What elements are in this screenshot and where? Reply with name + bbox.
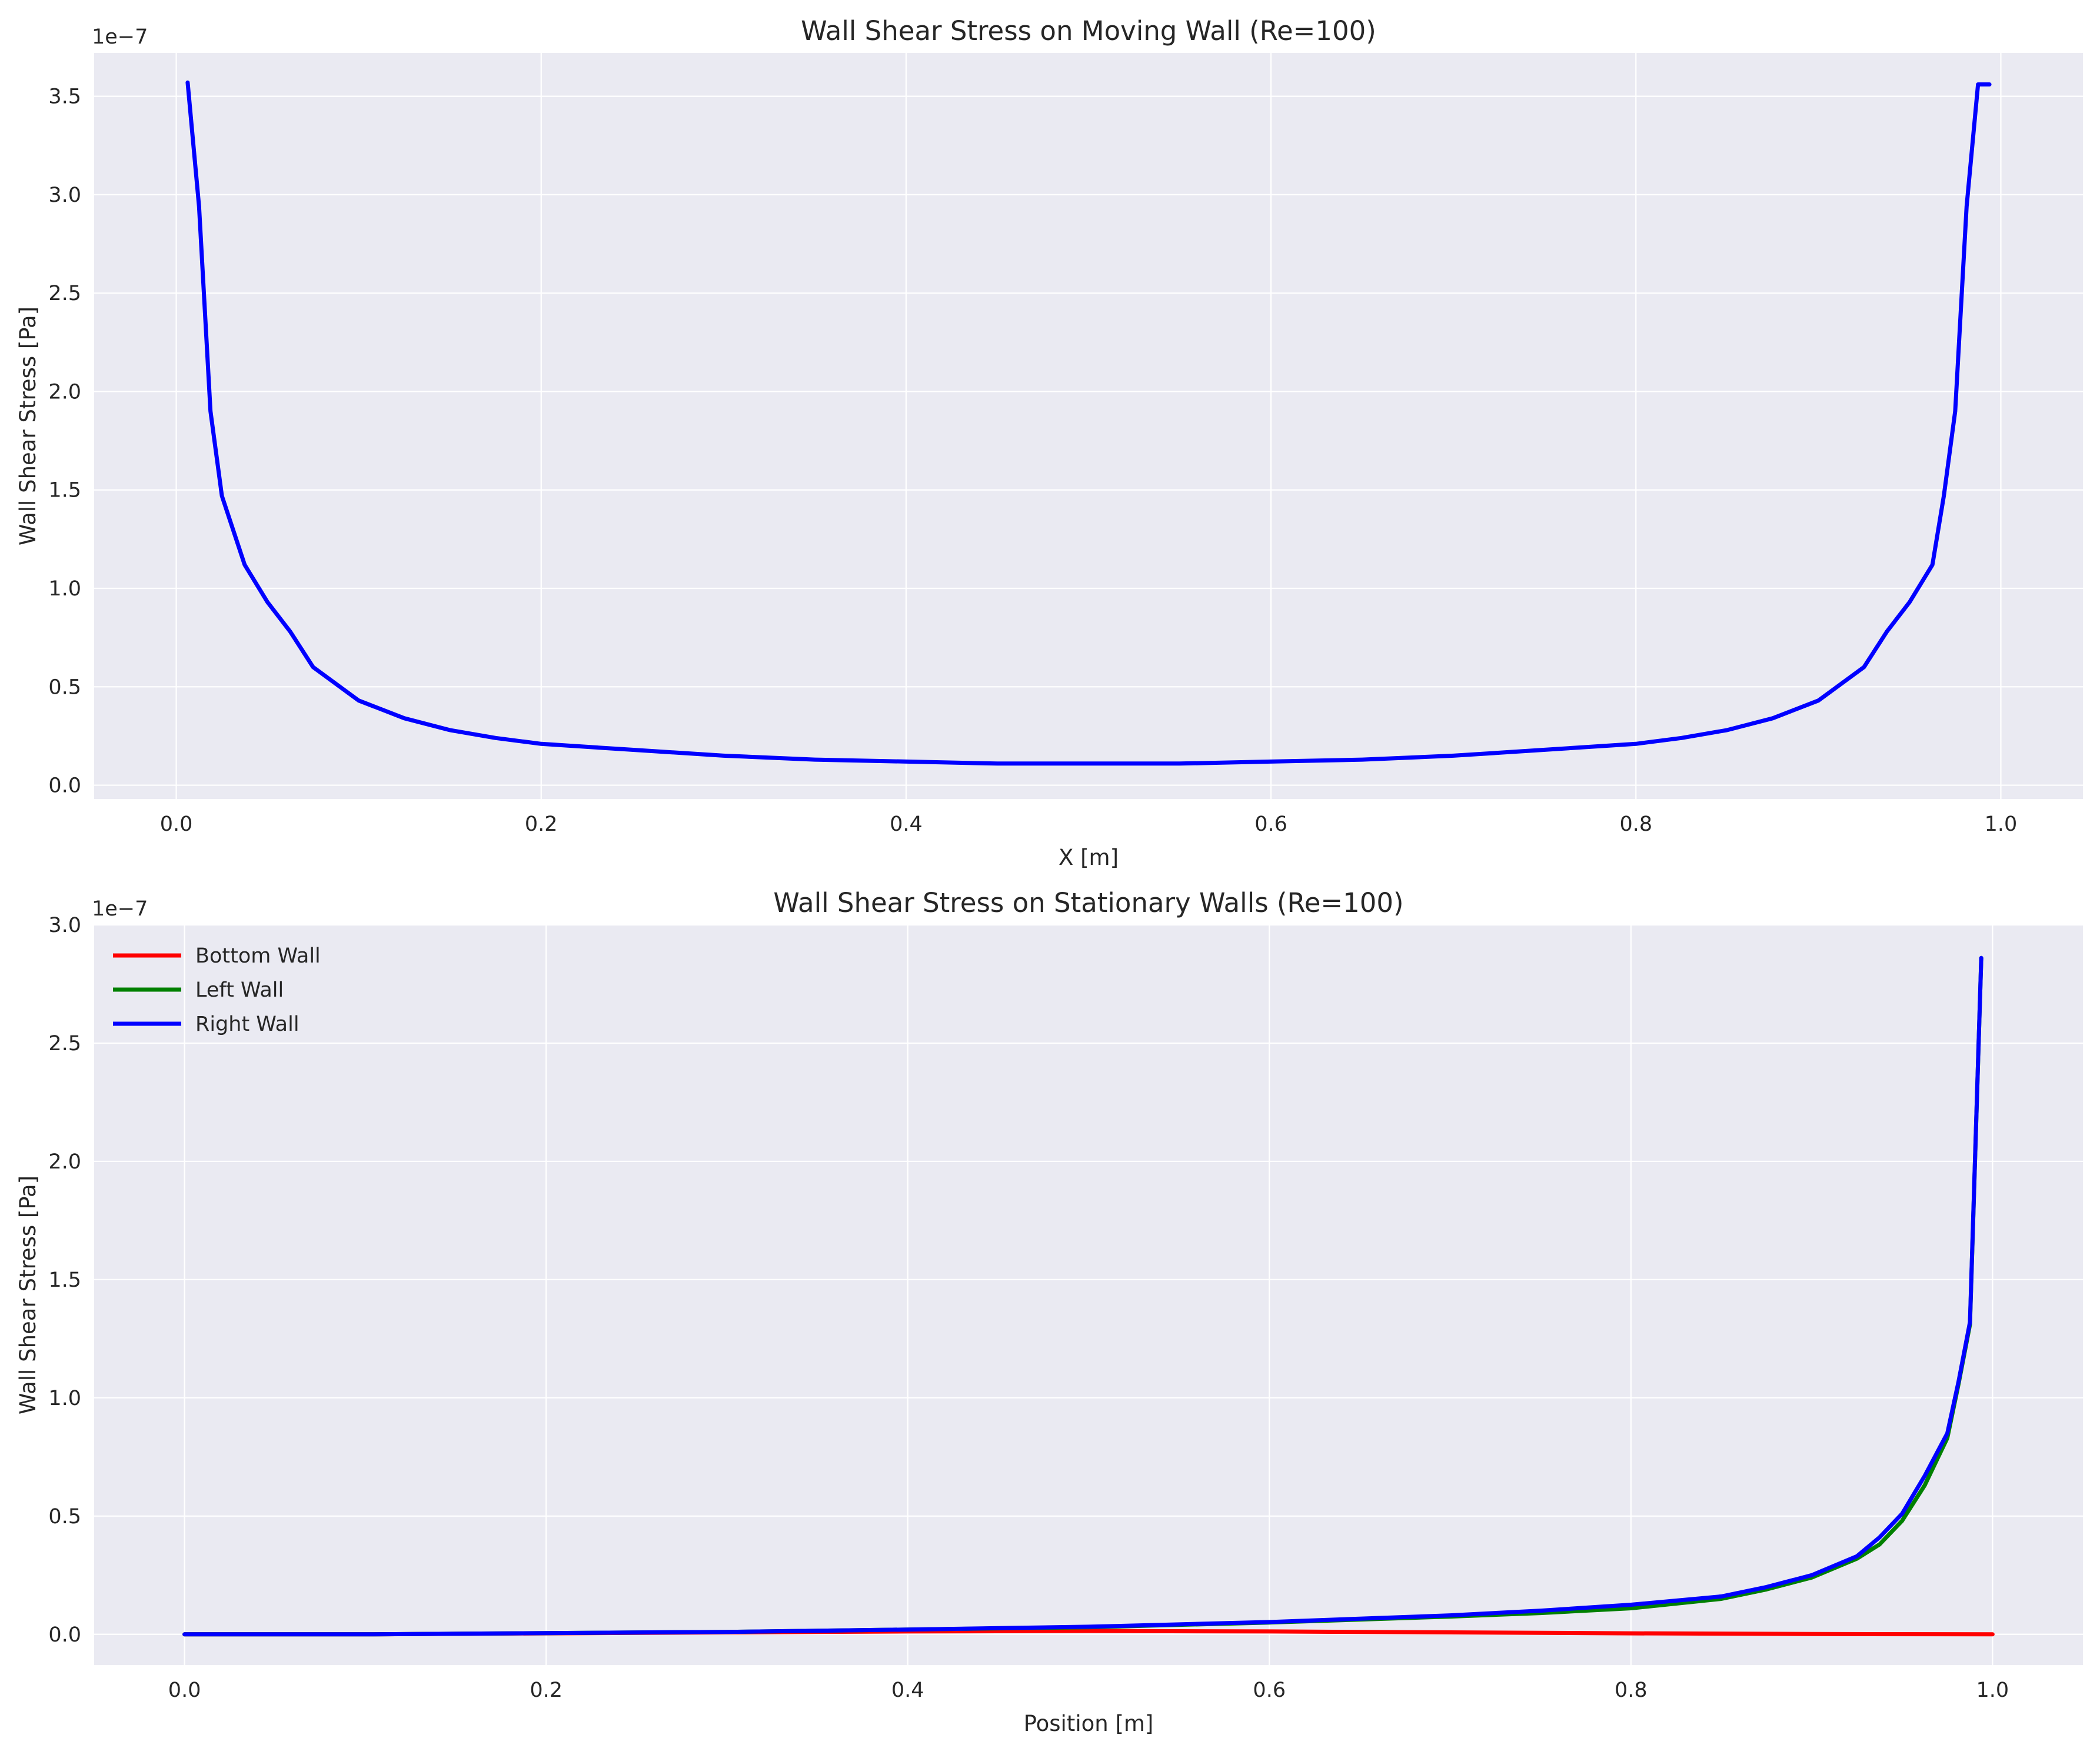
moving-wall-y-ticks: 0.0 0.5 1.0 1.5 2.0 2.5 3.0 3.5 [48, 85, 81, 798]
moving-wall-y-tick-label: 0.5 [48, 675, 81, 699]
moving-wall-series [185, 80, 1992, 766]
moving-wall-x-ticks: 0.0 0.2 0.4 0.6 0.8 1.0 [160, 813, 2018, 836]
moving-wall-y-tick-label: 1.0 [48, 577, 81, 601]
moving-wall-chart: 0.0 0.2 0.4 0.6 0.8 1.0 0.0 0.5 1.0 1.5 2.0 2.5 3.0… [15, 15, 2083, 870]
stationary-walls-series [182, 955, 1995, 1637]
stationary-walls-y-axis-label: Wall Shear Stress [Pa] [15, 1176, 41, 1414]
series-line-right-wall [182, 955, 1983, 1637]
stationary-walls-grid [94, 924, 2083, 1665]
moving-wall-x-tick-label: 1.0 [1985, 813, 2018, 836]
stationary-walls-y-ticks: 0.0 0.5 1.0 1.5 2.0 2.5 3.0 [48, 914, 81, 1647]
series-line-moving-wall [185, 80, 1992, 766]
moving-wall-y-tick-label: 3.5 [48, 85, 81, 109]
moving-wall-x-tick-label: 0.6 [1254, 813, 1287, 836]
stationary-walls-x-tick-label: 0.2 [530, 1679, 563, 1702]
stationary-walls-x-ticks: 0.0 0.2 0.4 0.6 0.8 1.0 [168, 1679, 2009, 1702]
legend-label: Left Wall [195, 978, 284, 1002]
stationary-walls-y-tick-label: 2.0 [48, 1150, 81, 1174]
moving-wall-y-tick-label: 2.5 [48, 282, 81, 305]
stationary-walls-y-tick-label: 0.5 [48, 1505, 81, 1529]
legend-label: Bottom Wall [195, 944, 321, 968]
moving-wall-x-tick-label: 0.0 [160, 813, 193, 836]
legend-label: Right Wall [195, 1013, 299, 1036]
stationary-walls-legend: Bottom Wall Left Wall Right Wall [113, 944, 321, 1036]
moving-wall-x-tick-label: 0.8 [1619, 813, 1652, 836]
stationary-walls-y-tick-label: 0.0 [48, 1623, 81, 1647]
moving-wall-grid [94, 53, 2083, 799]
moving-wall-y-tick-label: 1.5 [48, 479, 81, 502]
stationary-walls-x-tick-label: 0.6 [1253, 1679, 1286, 1702]
stationary-walls-x-tick-label: 1.0 [1976, 1679, 2009, 1702]
moving-wall-plot-area [94, 53, 2083, 799]
stationary-walls-chart: 0.0 0.2 0.4 0.6 0.8 1.0 0.0 0.5 1.0 1.5 2.0 2.5 3.0… [15, 887, 2083, 1736]
stationary-walls-x-tick-label: 0.8 [1615, 1679, 1648, 1702]
moving-wall-x-tick-label: 0.2 [525, 813, 558, 836]
moving-wall-y-axis-label: Wall Shear Stress [Pa] [15, 307, 41, 545]
moving-wall-y-tick-label: 2.0 [48, 380, 81, 404]
stationary-walls-chart-title: Wall Shear Stress on Stationary Walls (R… [773, 887, 1403, 918]
moving-wall-y-tick-label: 0.0 [48, 774, 81, 798]
stationary-walls-x-tick-label: 0.4 [891, 1679, 924, 1702]
moving-wall-chart-title: Wall Shear Stress on Moving Wall (Re=100… [801, 15, 1376, 46]
stationary-walls-y-tick-label: 1.0 [48, 1387, 81, 1410]
stationary-walls-x-axis-label: Position [m] [1024, 1711, 1154, 1736]
stationary-walls-y-tick-label: 3.0 [48, 914, 81, 937]
stationary-walls-x-tick-label: 0.0 [168, 1679, 201, 1702]
stationary-walls-y-tick-label: 1.5 [48, 1268, 81, 1292]
moving-wall-y-offset-label: 1e−7 [92, 25, 148, 49]
stationary-walls-y-offset-label: 1e−7 [92, 897, 148, 921]
moving-wall-x-axis-label: X [m] [1059, 845, 1119, 870]
moving-wall-x-tick-label: 0.4 [890, 813, 923, 836]
moving-wall-y-tick-label: 3.0 [48, 184, 81, 207]
stationary-walls-plot-area [94, 925, 2083, 1665]
stationary-walls-y-tick-label: 2.5 [48, 1032, 81, 1056]
